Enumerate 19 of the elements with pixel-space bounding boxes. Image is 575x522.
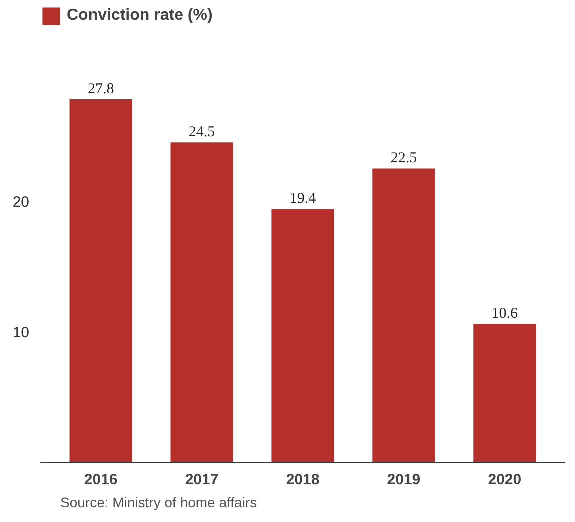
data-label: 27.8 bbox=[88, 82, 114, 98]
x-tick-label: 2020 bbox=[488, 472, 522, 488]
source-note: Source: Ministry of home affairs bbox=[60, 494, 258, 510]
legend-label: Conviction rate (%) bbox=[67, 7, 213, 25]
x-tick-label: 2016 bbox=[84, 472, 118, 488]
bar bbox=[170, 142, 234, 462]
bar bbox=[474, 324, 536, 462]
data-label: 19.4 bbox=[290, 191, 317, 208]
bar bbox=[272, 209, 334, 462]
x-tick-label: 2018 bbox=[286, 472, 320, 488]
y-tick-label: 10 bbox=[12, 324, 30, 342]
data-label: 10.6 bbox=[492, 306, 519, 322]
data-label: 24.5 bbox=[188, 124, 216, 141]
data-label: 22.5 bbox=[390, 150, 418, 167]
bar bbox=[372, 168, 436, 462]
x-tick-label: 2019 bbox=[387, 472, 421, 488]
x-tick-label: 2017 bbox=[185, 472, 219, 488]
bar bbox=[70, 100, 132, 462]
y-tick-label: 20 bbox=[12, 194, 30, 211]
